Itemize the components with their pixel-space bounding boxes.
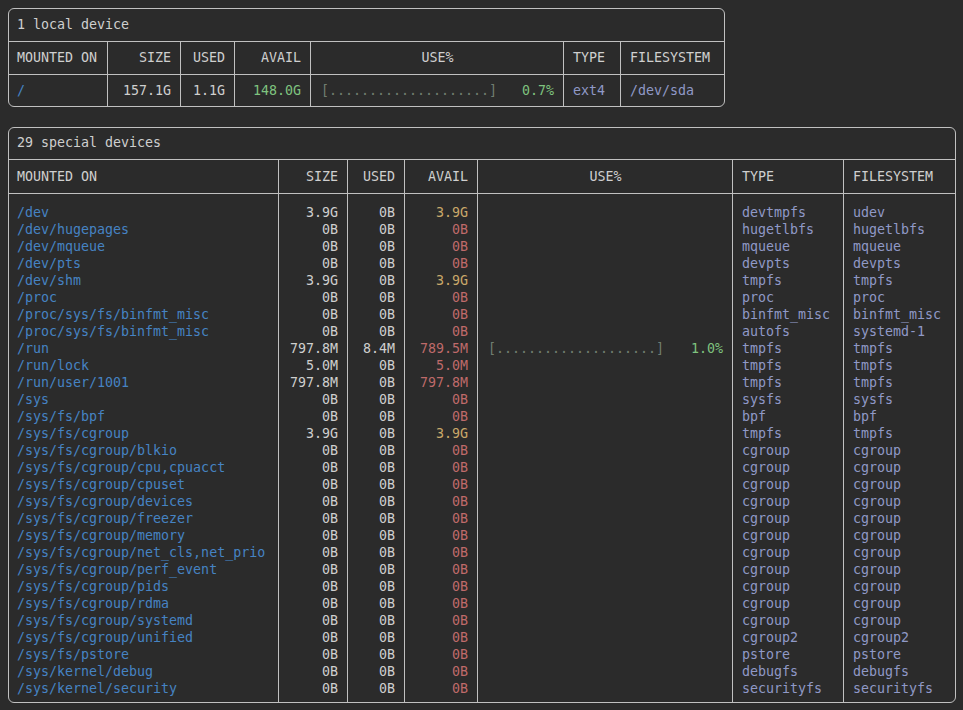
column-separators: [9, 41, 724, 106]
column-separator: [180, 41, 181, 106]
column-separators: [9, 159, 955, 702]
column-separator: [563, 41, 564, 106]
table-title: 1 local device: [9, 9, 724, 42]
column-separator: [404, 159, 405, 702]
column-separator: [310, 41, 311, 106]
table-title: 29 special devices: [9, 128, 955, 160]
column-separator: [107, 41, 108, 106]
column-separator: [234, 41, 235, 106]
column-separator: [477, 159, 478, 702]
column-separator: [347, 159, 348, 702]
column-separator: [843, 159, 844, 702]
local-devices-table: 1 local device MOUNTED ON SIZE USED AVAI…: [8, 8, 725, 107]
column-separator: [620, 41, 621, 106]
column-separator: [732, 159, 733, 702]
column-separator: [278, 159, 279, 702]
special-devices-table: 29 special devices MOUNTED ON SIZE USED …: [8, 127, 956, 703]
